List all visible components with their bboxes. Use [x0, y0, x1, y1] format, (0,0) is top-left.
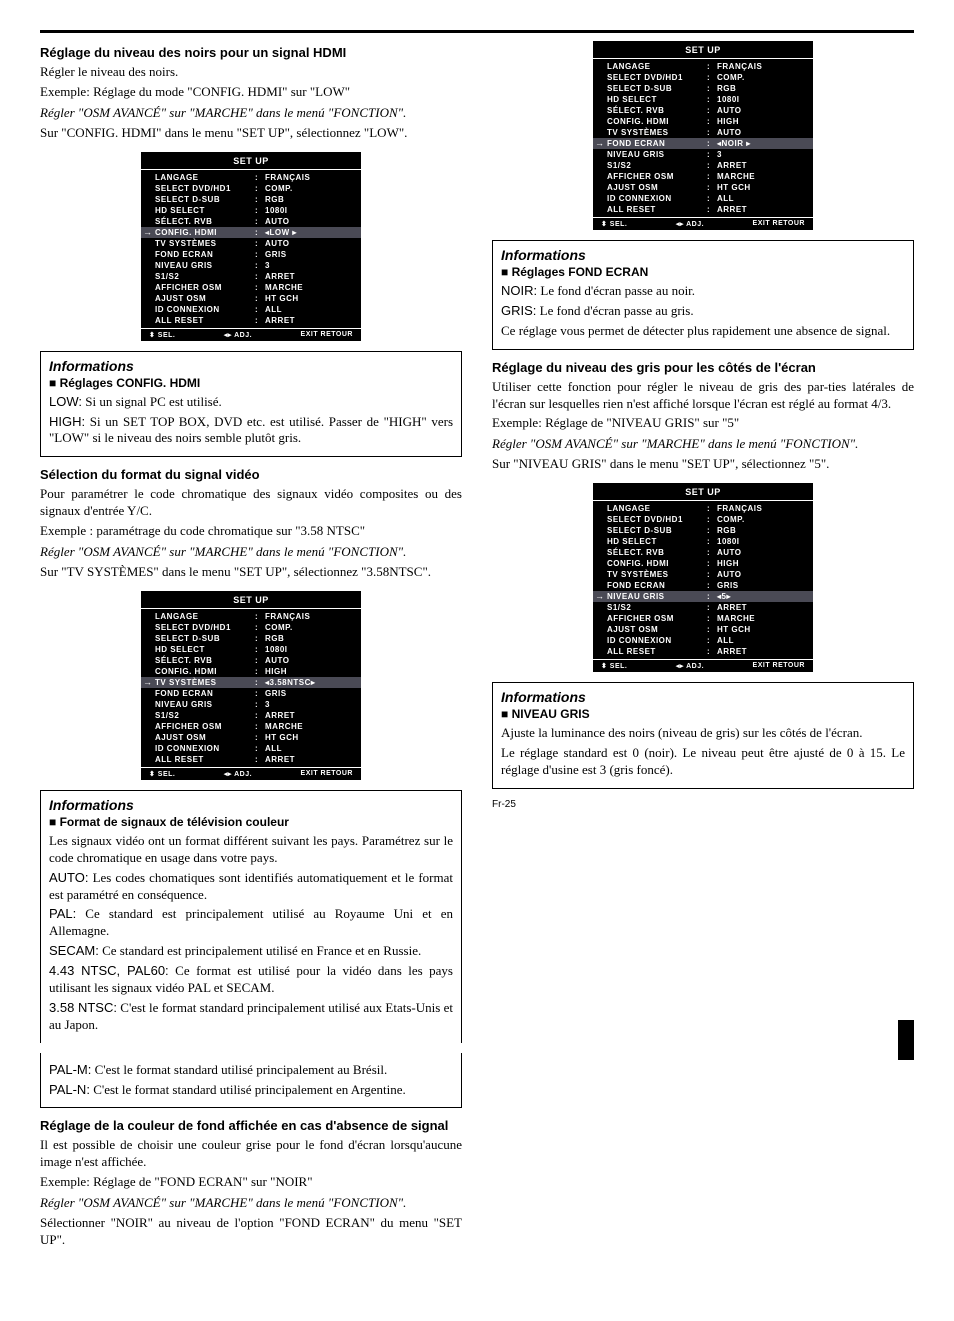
body-text: Sur "CONFIG. HDMI" dans le menu "SET UP"… — [40, 125, 462, 142]
osd-menu-tvsys: SET UPLANGAGE:FRANÇAISSELECT DVD/HD1:COM… — [141, 591, 361, 780]
edge-tab — [898, 1020, 914, 1060]
body-text: Exemple: Réglage du mode "CONFIG. HDMI" … — [40, 84, 462, 101]
body-text: Régler "OSM AVANCÉ" sur "MARCHE" dans le… — [492, 436, 914, 452]
info-line: HIGH: Si un SET TOP BOX, DVD etc. est ut… — [49, 414, 453, 448]
body-text: Il est possible de choisir une couleur g… — [40, 1137, 462, 1171]
heading-gray-level: Réglage du niveau des gris pour les côté… — [492, 360, 914, 375]
info-subheading: ■ Réglages CONFIG. HDMI — [49, 376, 453, 390]
info-line: Ce réglage vous permet de détecter plus … — [501, 323, 905, 340]
body-text: Régler "OSM AVANCÉ" sur "MARCHE" dans le… — [40, 544, 462, 560]
body-text: Pour paramétrer le code chromatique des … — [40, 486, 462, 520]
info-heading: Informations — [501, 689, 905, 705]
info-subheading: ■ NIVEAU GRIS — [501, 707, 905, 721]
info-subheading: ■ Réglages FOND ECRAN — [501, 265, 905, 279]
body-text: Exemple: Réglage de "NIVEAU GRIS" sur "5… — [492, 415, 914, 432]
info-box-fond-ecran: Informations ■ Réglages FOND ECRAN NOIR:… — [492, 240, 914, 350]
heading-bg-color: Réglage de la couleur de fond affichée e… — [40, 1118, 462, 1133]
info-box-config-hdmi: Informations ■ Réglages CONFIG. HDMI LOW… — [40, 351, 462, 458]
info-heading: Informations — [49, 358, 453, 374]
osd-menu-fondecran: SET UPLANGAGE:FRANÇAISSELECT DVD/HD1:COM… — [593, 41, 813, 230]
body-text: Utiliser cette fonction pour régler le n… — [492, 379, 914, 413]
body-text: Sélectionner "NOIR" au niveau de l'optio… — [40, 1215, 462, 1249]
info-line: PAL-M: C'est le format standard utilisé … — [49, 1062, 453, 1079]
info-line: Les signaux vidéo ont un format différen… — [49, 833, 453, 867]
info-line: PAL-N: C'est le format standard utilisé … — [49, 1082, 453, 1099]
info-heading: Informations — [501, 247, 905, 263]
info-box-tv-format-top: Informations ■ Format de signaux de télé… — [40, 790, 462, 1043]
info-line: SECAM: Ce standard est principalement ut… — [49, 943, 453, 960]
heading-video-format: Sélection du format du signal vidéo — [40, 467, 462, 482]
info-line: NOIR: Le fond d'écran passe au noir. — [501, 283, 905, 300]
info-subheading: ■ Format de signaux de télévision couleu… — [49, 815, 453, 829]
osd-menu-hdmi: SET UPLANGAGE:FRANÇAISSELECT DVD/HD1:COM… — [141, 152, 361, 341]
page-number: Fr-25 — [492, 799, 914, 810]
info-line: GRIS: Le fond d'écran passe au gris. — [501, 303, 905, 320]
osd-menu-niveaugris: SET UPLANGAGE:FRANÇAISSELECT DVD/HD1:COM… — [593, 483, 813, 672]
page-columns: Réglage du niveau des noirs pour un sign… — [40, 30, 914, 1291]
body-text: Exemple: Réglage de "FOND ECRAN" sur "NO… — [40, 1174, 462, 1191]
info-line: PAL: Ce standard est principalement util… — [49, 906, 453, 940]
body-text: Sur "NIVEAU GRIS" dans le menu "SET UP",… — [492, 456, 914, 473]
info-box-tv-format-bottom: PAL-M: C'est le format standard utilisé … — [40, 1053, 462, 1109]
info-line: Le réglage standard est 0 (noir). Le niv… — [501, 745, 905, 779]
body-text: Régler le niveau des noirs. — [40, 64, 462, 81]
info-line: 3.58 NTSC: C'est le format standard prin… — [49, 1000, 453, 1034]
info-line: Ajuste la luminance des noirs (niveau de… — [501, 725, 905, 742]
info-line: AUTO: Les codes chomatiques sont identif… — [49, 870, 453, 904]
body-text: Exemple : paramétrage du code chromatiqu… — [40, 523, 462, 540]
info-line: 4.43 NTSC, PAL60: Ce format est utilisé … — [49, 963, 453, 997]
info-line: LOW: Si un signal PC est utilisé. — [49, 394, 453, 411]
body-text: Régler "OSM AVANCÉ" sur "MARCHE" dans le… — [40, 105, 462, 121]
body-text: Sur "TV SYSTÈMES" dans le menu "SET UP",… — [40, 564, 462, 581]
info-heading: Informations — [49, 797, 453, 813]
body-text: Régler "OSM AVANCÉ" sur "MARCHE" dans le… — [40, 1195, 462, 1211]
info-box-niveau-gris: Informations ■ NIVEAU GRIS Ajuste la lum… — [492, 682, 914, 789]
heading-hdmi-black: Réglage du niveau des noirs pour un sign… — [40, 45, 462, 60]
